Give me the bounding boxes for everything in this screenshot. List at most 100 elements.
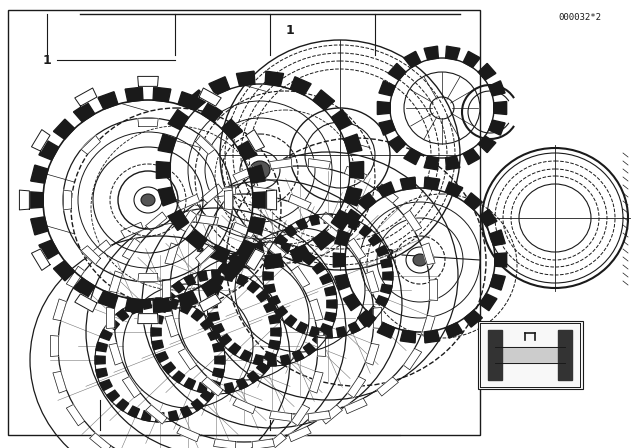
Polygon shape <box>202 184 223 203</box>
Polygon shape <box>296 322 308 334</box>
Polygon shape <box>95 356 105 364</box>
Polygon shape <box>116 399 129 411</box>
Polygon shape <box>284 225 297 237</box>
Polygon shape <box>332 210 352 230</box>
Polygon shape <box>168 110 189 130</box>
Polygon shape <box>178 291 198 308</box>
Polygon shape <box>236 254 255 269</box>
Polygon shape <box>309 215 319 225</box>
Polygon shape <box>404 52 421 68</box>
Polygon shape <box>228 253 241 265</box>
Polygon shape <box>445 323 463 338</box>
Polygon shape <box>309 299 323 321</box>
Polygon shape <box>128 406 140 418</box>
Polygon shape <box>209 245 230 263</box>
Polygon shape <box>388 64 406 80</box>
Polygon shape <box>122 376 141 398</box>
Polygon shape <box>178 92 198 109</box>
Polygon shape <box>228 343 241 355</box>
Polygon shape <box>172 281 185 293</box>
Polygon shape <box>269 340 280 350</box>
Polygon shape <box>75 88 97 106</box>
Polygon shape <box>269 314 280 324</box>
Text: 1: 1 <box>43 53 51 66</box>
Polygon shape <box>172 371 185 383</box>
Polygon shape <box>107 318 120 330</box>
Polygon shape <box>358 193 376 210</box>
Polygon shape <box>253 192 267 208</box>
Ellipse shape <box>413 254 427 266</box>
Polygon shape <box>313 230 335 250</box>
Polygon shape <box>309 371 323 393</box>
Polygon shape <box>378 102 390 115</box>
Polygon shape <box>424 46 438 60</box>
Polygon shape <box>156 413 164 422</box>
Polygon shape <box>463 52 480 68</box>
Polygon shape <box>308 159 330 169</box>
Polygon shape <box>165 315 179 337</box>
Text: 000032*2: 000032*2 <box>559 13 602 22</box>
Polygon shape <box>257 290 269 302</box>
Polygon shape <box>202 377 223 396</box>
Polygon shape <box>344 166 367 182</box>
Polygon shape <box>196 135 215 154</box>
Polygon shape <box>128 302 140 314</box>
Polygon shape <box>269 411 292 422</box>
Polygon shape <box>39 140 59 160</box>
Polygon shape <box>348 322 360 334</box>
Polygon shape <box>208 312 220 322</box>
Polygon shape <box>74 103 95 122</box>
Polygon shape <box>100 329 112 340</box>
Polygon shape <box>90 240 111 259</box>
Polygon shape <box>156 352 168 362</box>
Polygon shape <box>209 77 230 95</box>
Polygon shape <box>327 300 337 308</box>
Polygon shape <box>343 293 360 310</box>
Polygon shape <box>39 240 59 260</box>
Polygon shape <box>177 194 200 210</box>
Polygon shape <box>271 328 281 336</box>
Polygon shape <box>212 385 220 394</box>
Polygon shape <box>400 330 416 343</box>
Polygon shape <box>312 262 325 274</box>
Polygon shape <box>374 307 381 328</box>
Polygon shape <box>212 324 224 335</box>
Polygon shape <box>445 46 460 60</box>
Polygon shape <box>313 90 335 110</box>
Polygon shape <box>208 286 220 296</box>
Polygon shape <box>424 156 438 170</box>
Polygon shape <box>125 87 143 102</box>
Polygon shape <box>320 324 332 335</box>
Polygon shape <box>400 177 416 190</box>
Polygon shape <box>303 343 316 355</box>
Polygon shape <box>359 315 372 327</box>
Polygon shape <box>268 296 280 306</box>
Polygon shape <box>98 291 118 308</box>
Polygon shape <box>240 350 252 362</box>
Polygon shape <box>237 140 257 160</box>
Polygon shape <box>145 212 167 231</box>
Polygon shape <box>379 81 396 96</box>
Polygon shape <box>403 349 422 370</box>
Polygon shape <box>321 405 342 424</box>
Ellipse shape <box>250 161 270 179</box>
Polygon shape <box>153 87 171 102</box>
Polygon shape <box>200 390 213 402</box>
Polygon shape <box>445 182 463 197</box>
Polygon shape <box>320 273 332 284</box>
Polygon shape <box>263 272 273 280</box>
Polygon shape <box>403 210 422 232</box>
Polygon shape <box>168 210 189 230</box>
Polygon shape <box>489 120 505 135</box>
Text: 1: 1 <box>285 23 294 36</box>
Polygon shape <box>225 190 232 210</box>
Polygon shape <box>421 243 435 265</box>
Polygon shape <box>180 406 192 418</box>
Polygon shape <box>232 222 255 238</box>
Polygon shape <box>344 187 362 206</box>
Polygon shape <box>268 242 276 251</box>
Polygon shape <box>388 136 406 153</box>
Polygon shape <box>445 156 460 170</box>
Polygon shape <box>81 246 100 264</box>
Polygon shape <box>165 243 179 265</box>
